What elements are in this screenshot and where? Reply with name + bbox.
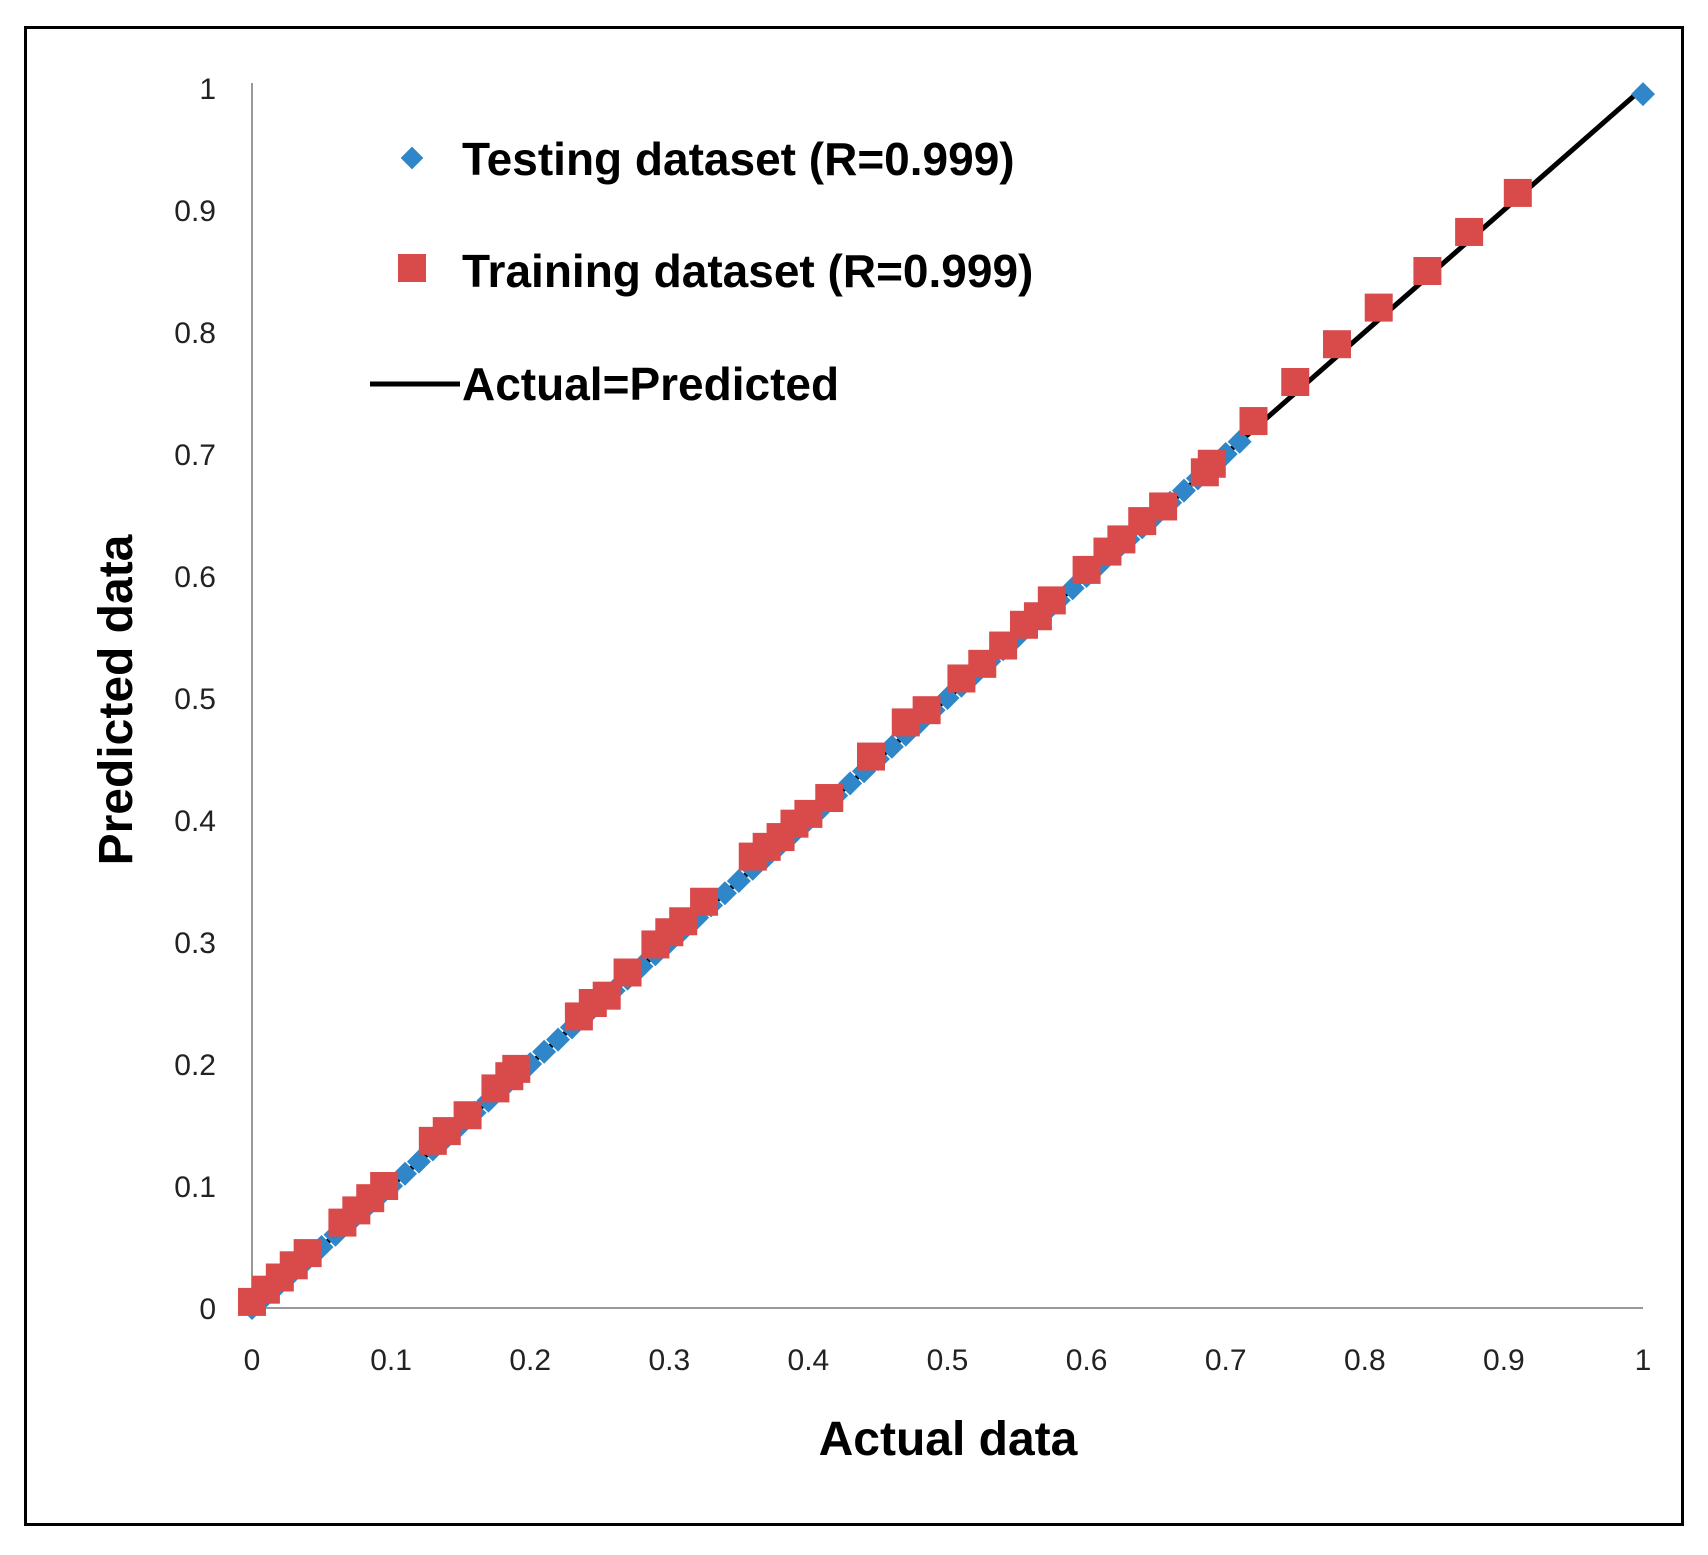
x-tick-label: 0.3	[648, 1344, 690, 1377]
x-tick-label: 0.6	[1066, 1344, 1108, 1377]
testing-point	[1171, 478, 1196, 503]
legend-testing-label: Testing dataset (R=0.999)	[462, 133, 1015, 185]
y-tick-label: 1	[199, 73, 216, 106]
testing-point	[393, 1161, 418, 1186]
training-point	[690, 887, 719, 916]
x-tick-label: 0.5	[927, 1344, 969, 1377]
y-tick-label: 0.7	[174, 439, 216, 472]
testing-point	[1631, 82, 1655, 107]
training-point	[1364, 293, 1393, 322]
training-point	[1281, 368, 1310, 397]
y-tick-label: 0.6	[174, 561, 216, 594]
training-point	[1413, 257, 1442, 285]
y-tick-label: 0.2	[174, 1049, 216, 1082]
x-tick-label: 0.1	[370, 1344, 412, 1377]
testing-point	[1227, 429, 1252, 454]
training-point	[1149, 492, 1178, 521]
y-tick-label: 0	[199, 1293, 216, 1326]
y-tick-label: 0.1	[174, 1171, 216, 1204]
y-axis-title: Predicted data	[90, 534, 143, 865]
training-point	[912, 696, 941, 725]
testing-point	[406, 1149, 431, 1174]
legend-line-label: Actual=Predicted	[462, 358, 839, 410]
y-tick-label: 0.3	[174, 927, 216, 960]
legend: Testing dataset (R=0.999) Training datas…	[370, 133, 1033, 410]
training-point	[1037, 586, 1066, 615]
y-tick-label: 0.5	[174, 683, 216, 716]
training-point	[613, 958, 642, 987]
x-tick-label: 0	[244, 1344, 261, 1377]
training-point	[815, 784, 844, 813]
training-point	[1197, 449, 1226, 478]
legend-testing-marker	[400, 146, 424, 170]
legend-training-label: Training dataset (R=0.999)	[462, 245, 1033, 297]
y-tick-label: 0.4	[174, 805, 216, 838]
training-point	[1455, 217, 1484, 246]
testing-point	[726, 869, 751, 893]
training-point	[370, 1172, 399, 1200]
training-point	[1503, 178, 1532, 207]
training-point	[502, 1054, 531, 1083]
tick-labels: 0 0.1 0.2 0.3 0.4 0.5 0.6 0.7 0.8 0.9 1 0 0.1 0.2 0.3 0…	[174, 73, 1651, 1377]
legend-training-marker	[398, 254, 426, 282]
x-axis-title: Actual data	[819, 1413, 1078, 1466]
training-point	[293, 1239, 322, 1268]
testing-point	[546, 1027, 571, 1052]
y-tick-label: 0.9	[174, 195, 216, 228]
training-point	[1239, 407, 1268, 436]
testing-point	[879, 734, 904, 759]
x-tick-label: 0.2	[509, 1344, 551, 1377]
training-point	[453, 1101, 482, 1130]
axes	[251, 83, 1643, 1309]
x-tick-label: 0.9	[1483, 1344, 1525, 1377]
testing-point	[838, 771, 863, 796]
x-tick-label: 1	[1635, 1344, 1652, 1377]
testing-point	[712, 881, 737, 906]
training-point	[1322, 330, 1351, 359]
x-tick-label: 0.4	[788, 1344, 830, 1377]
x-tick-label: 0.8	[1344, 1344, 1386, 1377]
testing-point	[532, 1039, 557, 1064]
training-points	[238, 178, 1532, 1316]
y-tick-label: 0.8	[174, 317, 216, 350]
x-tick-label: 0.7	[1205, 1344, 1247, 1377]
training-point	[856, 742, 885, 771]
